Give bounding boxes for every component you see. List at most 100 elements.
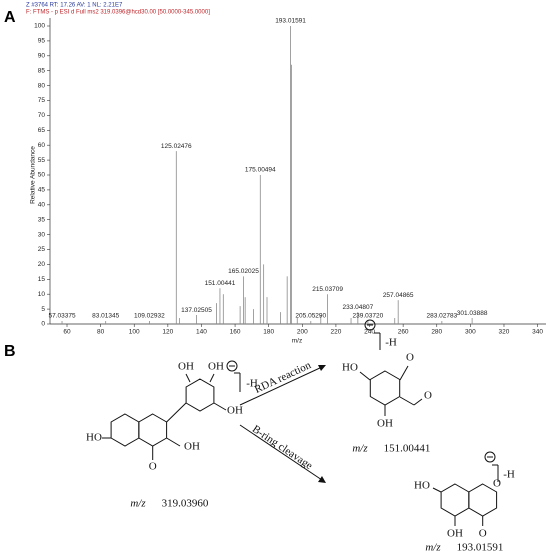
bond (399, 396, 415, 406)
peak-label: 193.01591 (275, 18, 306, 25)
scan-filter: F: FTMS - p ESI d Full ms2 319.0396@hcd3… (26, 10, 210, 16)
y-tick-label: 95 (38, 38, 46, 45)
y-tick-label: 35 (38, 216, 46, 223)
label: O (493, 478, 501, 490)
label: OH (377, 418, 393, 430)
y-tick-label: 0 (41, 321, 45, 328)
x-tick-label: 120 (162, 329, 173, 336)
peak-label: 205.05290 (295, 313, 326, 320)
label: 151.00441 (384, 443, 431, 455)
x-tick-label: 240 (364, 329, 375, 336)
peak-label: 215.03709 (312, 286, 343, 293)
y-tick-label: 40 (38, 202, 46, 209)
peak-label: 125.02476 (161, 143, 192, 150)
y-tick-label: 85 (38, 67, 46, 74)
charge-circle (484, 451, 496, 463)
label: -H (385, 337, 397, 349)
arrowhead (318, 365, 326, 371)
panel-label: B (4, 343, 16, 360)
x-tick-label: 280 (431, 329, 442, 336)
bond (209, 373, 215, 383)
y-tick-label: 5 (41, 306, 45, 313)
label: O (424, 390, 432, 402)
peak-label: 137.02505 (181, 307, 212, 314)
bond (166, 437, 181, 447)
y-tick-label: 55 (38, 157, 46, 164)
label: OH (227, 405, 243, 417)
x-tick-label: 140 (196, 329, 207, 336)
x-tick-label: 340 (532, 329, 543, 336)
y-axis-label: Relative Abundance (30, 146, 37, 204)
x-tick-label: 300 (465, 329, 476, 336)
label: O (479, 528, 487, 540)
peak-label: 257.04865 (383, 292, 414, 299)
x-tick-label: 60 (63, 329, 71, 336)
ring (440, 483, 470, 517)
y-tick-label: 90 (38, 53, 46, 60)
peak-label: 175.00494 (245, 167, 276, 174)
y-tick-label: 65 (38, 127, 46, 134)
label: HO (342, 362, 358, 374)
y-tick-label: 100 (34, 23, 45, 30)
fragmentation-diagram: HO O OH OH OH OH -H m/z 319.03960 RDA reaction B-r… (86, 319, 515, 554)
x-axis-label: m/z (292, 338, 302, 345)
arrow (239, 366, 323, 406)
ring (138, 413, 168, 447)
y-tick-label: 15 (38, 276, 46, 283)
charge-circle (364, 319, 376, 331)
x-tick-label: 100 (129, 329, 140, 336)
label: 319.03960 (162, 498, 209, 510)
label: m/z (130, 498, 146, 510)
bond (432, 487, 442, 493)
label: -H (503, 469, 515, 481)
label: OH (184, 441, 200, 453)
peak-label: 233.04807 (342, 304, 373, 311)
arrow (239, 424, 323, 481)
y-tick-label: 25 (38, 246, 46, 253)
label: OH (208, 361, 224, 373)
y-tick-label: 20 (38, 261, 46, 268)
y-tick-label: 30 (38, 231, 46, 238)
label: OH (178, 361, 194, 373)
bond (413, 398, 423, 406)
label: m/z (425, 542, 441, 554)
panel-label: A (4, 9, 16, 26)
x-tick-label: 160 (230, 329, 241, 336)
bond (359, 371, 371, 381)
label: B-ring cleavage (250, 423, 315, 472)
peak-label: 239.03720 (353, 313, 384, 320)
peak-label: 151.00441 (205, 280, 236, 287)
y-tick-label: 60 (38, 142, 46, 149)
peak-label: 109.02932 (134, 313, 165, 320)
label: O (149, 461, 157, 473)
x-tick-label: 200 (297, 329, 308, 336)
label: -H (246, 378, 258, 390)
ring (185, 378, 215, 412)
y-tick-label: 10 (38, 291, 46, 298)
label: HO (414, 480, 430, 492)
peak-label: 83.01345 (92, 313, 119, 320)
scan-header: Z #3764 RT: 17.26 AV: 1 NL: 2.21E7 (26, 3, 123, 9)
label: OH (447, 528, 463, 540)
x-tick-label: 80 (97, 329, 105, 336)
label: O (406, 352, 414, 364)
label: m/z (352, 443, 368, 455)
ring (110, 413, 140, 447)
bond (185, 373, 191, 383)
bond (399, 365, 409, 381)
y-tick-label: 70 (38, 112, 46, 119)
label: RDA reaction (253, 359, 314, 396)
charge-circle (226, 360, 238, 372)
ring (369, 370, 401, 406)
peak-label: 301.03888 (457, 310, 488, 317)
peak-label: 57.03375 (48, 313, 75, 320)
label: HO (86, 432, 102, 444)
x-tick-label: 180 (263, 329, 274, 336)
bond (213, 402, 227, 411)
x-tick-label: 320 (499, 329, 510, 336)
y-tick-label: 75 (38, 97, 46, 104)
peak-label: 283.02783 (426, 313, 457, 320)
label: 193.01591 (457, 542, 504, 554)
y-tick-label: 50 (38, 172, 46, 179)
